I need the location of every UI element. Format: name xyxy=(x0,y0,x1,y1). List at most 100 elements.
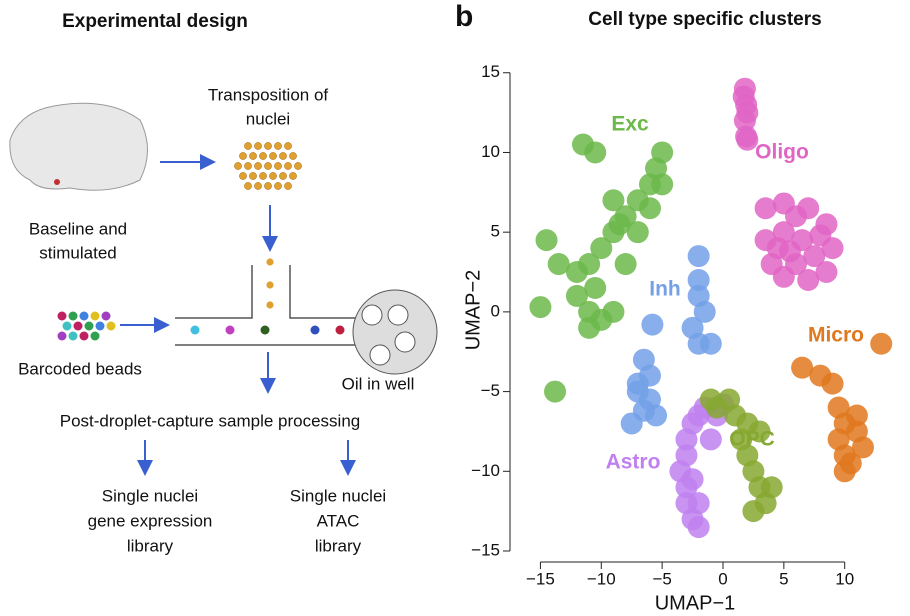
well xyxy=(353,290,437,374)
bead xyxy=(191,326,200,335)
nucleus xyxy=(274,162,281,169)
nucleus xyxy=(249,152,256,159)
bead xyxy=(311,326,320,335)
point xyxy=(688,245,710,267)
label: Transposition of xyxy=(208,85,329,104)
point xyxy=(641,314,663,336)
cluster-label: Exc xyxy=(611,113,649,136)
nucleus xyxy=(249,172,256,179)
point xyxy=(615,253,637,275)
point xyxy=(700,428,722,450)
x-tick-label: 10 xyxy=(835,569,854,588)
point xyxy=(761,476,783,498)
point xyxy=(633,400,655,422)
nucleus xyxy=(274,142,281,149)
nucleus xyxy=(274,182,281,189)
bead xyxy=(69,312,78,321)
point xyxy=(584,277,606,299)
nucleus xyxy=(289,152,296,159)
nucleus xyxy=(284,142,291,149)
nucleus xyxy=(259,152,266,159)
y-tick-label: 15 xyxy=(481,62,500,81)
nucleus xyxy=(254,142,261,149)
nucleus xyxy=(269,152,276,159)
bead xyxy=(91,332,100,341)
bead xyxy=(107,322,116,331)
diagram: Experimental design Transposition of nuc… xyxy=(10,11,437,555)
bead xyxy=(96,322,105,331)
y-tick-label: −5 xyxy=(481,381,500,400)
nucleus xyxy=(239,152,246,159)
x-axis-label: UMAP−1 xyxy=(655,592,736,614)
nucleus xyxy=(284,162,291,169)
brain xyxy=(10,103,148,190)
bead xyxy=(261,326,270,335)
bead xyxy=(336,326,345,335)
point xyxy=(700,389,722,411)
droplet xyxy=(395,332,415,352)
point xyxy=(870,333,892,355)
point xyxy=(809,224,831,246)
nucleus xyxy=(254,182,261,189)
x-tick-label: −10 xyxy=(587,569,616,588)
point xyxy=(639,197,661,219)
point xyxy=(609,213,631,235)
bead xyxy=(80,332,89,341)
diagram-title: Experimental design xyxy=(62,11,248,32)
point xyxy=(602,189,624,211)
cluster-label: Oligo xyxy=(755,141,809,164)
label: gene expression xyxy=(88,511,213,530)
bead xyxy=(102,312,111,321)
point xyxy=(536,229,558,251)
nucleus xyxy=(269,172,276,179)
nucleus xyxy=(264,142,271,149)
bead xyxy=(74,322,83,331)
nucleus xyxy=(279,172,286,179)
bead xyxy=(226,326,235,335)
point xyxy=(785,205,807,227)
nucleus xyxy=(244,162,251,169)
nucleus xyxy=(244,142,251,149)
nucleus xyxy=(264,182,271,189)
cluster-label: Inh xyxy=(649,278,681,301)
x-tick-label: −5 xyxy=(652,569,671,588)
cluster-label: Micro xyxy=(808,324,864,347)
droplet xyxy=(370,345,390,365)
y-axis-label: UMAP−2 xyxy=(462,270,484,351)
point xyxy=(578,317,600,339)
plot: −15−10−5051015−15−10−50510UMAP−1UMAP−2Ex… xyxy=(462,62,892,614)
bead xyxy=(80,312,89,321)
point xyxy=(828,428,850,450)
bead xyxy=(91,312,100,321)
label: library xyxy=(127,536,174,555)
label: Single nuclei xyxy=(290,486,386,505)
label: library xyxy=(315,536,362,555)
droplet xyxy=(388,305,408,325)
point xyxy=(544,381,566,403)
point xyxy=(822,373,844,395)
cluster-label: OPC xyxy=(729,428,775,451)
label: Single nuclei xyxy=(102,486,198,505)
y-tick-label: 0 xyxy=(491,301,500,320)
point xyxy=(627,373,649,395)
nucleus xyxy=(284,182,291,189)
droplet xyxy=(362,305,382,325)
x-tick-label: 5 xyxy=(779,569,788,588)
nucleus xyxy=(264,162,271,169)
y-tick-label: 10 xyxy=(481,142,500,161)
point xyxy=(688,516,710,538)
point xyxy=(688,492,710,514)
label: Post-droplet-capture sample processing xyxy=(60,411,360,430)
electrode xyxy=(54,179,60,185)
nucleus xyxy=(266,301,273,308)
point xyxy=(700,333,722,355)
point xyxy=(584,141,606,163)
cluster-label: Astro xyxy=(606,451,661,474)
nucleus xyxy=(259,172,266,179)
point xyxy=(846,404,868,426)
bead xyxy=(58,332,67,341)
x-tick-label: 0 xyxy=(718,569,727,588)
label: ATAC xyxy=(317,511,360,530)
label: stimulated xyxy=(39,243,116,262)
